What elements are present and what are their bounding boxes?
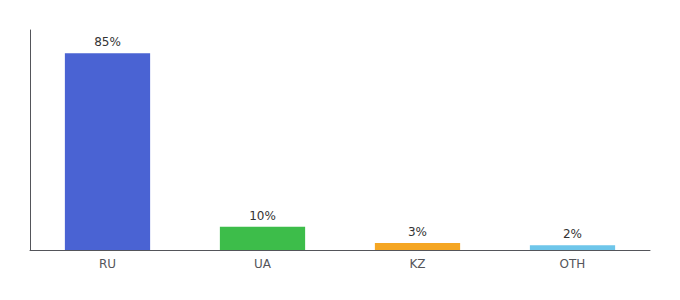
svg-text:10%: 10% xyxy=(249,209,276,223)
svg-text:UA: UA xyxy=(254,257,272,271)
svg-text:OTH: OTH xyxy=(560,257,586,271)
svg-text:3%: 3% xyxy=(408,225,427,239)
svg-text:RU: RU xyxy=(99,257,116,271)
svg-text:85%: 85% xyxy=(94,35,121,49)
svg-text:2%: 2% xyxy=(563,227,582,241)
svg-text:KZ: KZ xyxy=(409,257,425,271)
